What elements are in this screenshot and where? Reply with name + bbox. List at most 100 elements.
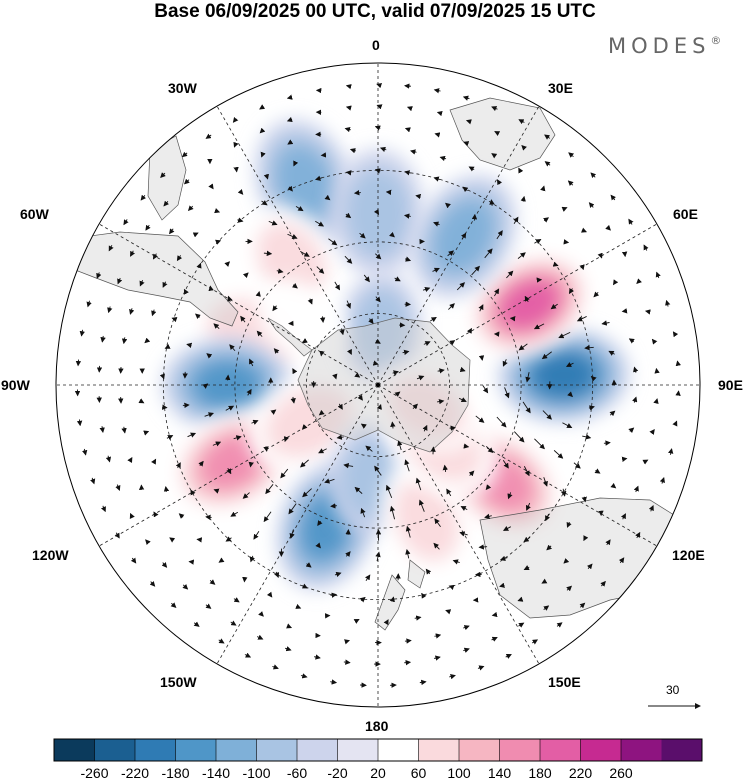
wind-vector bbox=[284, 646, 292, 652]
wind-vector bbox=[433, 88, 441, 94]
wind-vector bbox=[460, 506, 468, 511]
latitude-circle bbox=[234, 241, 522, 529]
wind-vector bbox=[603, 440, 611, 446]
wind-vector bbox=[403, 213, 411, 219]
wind-vector bbox=[100, 505, 106, 513]
lon-label-60e: 60E bbox=[673, 206, 698, 222]
wind-vector bbox=[240, 315, 246, 323]
wind-vector bbox=[242, 492, 250, 499]
wind-vector bbox=[151, 458, 157, 465]
wind-vector bbox=[449, 340, 456, 346]
wind-vector bbox=[672, 331, 679, 338]
wind-vector bbox=[224, 261, 231, 267]
wind-vector bbox=[246, 388, 252, 396]
wind-vector bbox=[489, 199, 495, 206]
wind-vector bbox=[633, 485, 639, 493]
wind-vector bbox=[494, 131, 501, 137]
colorbar-tick-label: -20 bbox=[327, 765, 348, 781]
wind-vector bbox=[233, 435, 242, 441]
wind-vector bbox=[244, 652, 252, 658]
wind-vector bbox=[449, 425, 457, 431]
colorbar-segment bbox=[256, 739, 297, 761]
wind-vector bbox=[561, 206, 568, 212]
wind-vector bbox=[404, 170, 411, 176]
wind-vector bbox=[287, 139, 294, 145]
wind-vector bbox=[461, 232, 467, 240]
wind-vector bbox=[315, 542, 321, 549]
wind-vector bbox=[665, 299, 671, 307]
wind-vector bbox=[99, 426, 105, 434]
colorbar-tick-label: 100 bbox=[447, 765, 471, 781]
wind-vector bbox=[463, 443, 470, 449]
wind-vector bbox=[376, 83, 383, 89]
wind-vector bbox=[449, 673, 456, 680]
wind-vector bbox=[499, 582, 505, 588]
wind-vector bbox=[397, 440, 403, 451]
wind-vector bbox=[283, 436, 289, 443]
wind-vector bbox=[433, 655, 441, 661]
wind-vector bbox=[375, 253, 382, 260]
wind-vector bbox=[608, 350, 615, 356]
wind-vector bbox=[628, 427, 635, 434]
wind-vector bbox=[237, 217, 244, 223]
wind-vector bbox=[324, 194, 331, 201]
wind-vector bbox=[205, 514, 212, 521]
colorbar-segment bbox=[459, 739, 500, 761]
colorbar-segment bbox=[378, 739, 419, 761]
wind-vector bbox=[365, 445, 373, 452]
wind-vector bbox=[452, 559, 460, 565]
wind-vector bbox=[422, 424, 428, 432]
wind-vector bbox=[405, 548, 411, 559]
wind-vector bbox=[183, 178, 190, 185]
wind-vector bbox=[675, 360, 681, 367]
wind-vector bbox=[434, 518, 441, 528]
wind-vector bbox=[289, 529, 295, 539]
wind-vector bbox=[215, 239, 222, 245]
wind-vector bbox=[286, 116, 293, 123]
lon-label-150e: 150E bbox=[548, 674, 581, 690]
lon-label-30e: 30E bbox=[548, 80, 573, 96]
wind-vector bbox=[493, 288, 500, 297]
colorbar-segment bbox=[418, 739, 459, 761]
wind-vector bbox=[468, 166, 475, 172]
wind-vector bbox=[354, 486, 363, 494]
wind-vector bbox=[183, 288, 189, 295]
wind-vector bbox=[347, 348, 352, 355]
colorbar-tick-label: 220 bbox=[568, 765, 593, 781]
wind-vector bbox=[123, 219, 129, 226]
wind-vector bbox=[520, 195, 526, 202]
wind-vector bbox=[462, 186, 469, 193]
wind-vector bbox=[466, 327, 472, 334]
wind-vector bbox=[79, 329, 85, 337]
wind-vector bbox=[363, 274, 370, 283]
wind-vector bbox=[553, 450, 564, 459]
wind-vector bbox=[558, 331, 571, 339]
wind-vector bbox=[502, 359, 508, 367]
wind-vector bbox=[230, 511, 239, 517]
wind-vector bbox=[484, 248, 493, 259]
wind-vector bbox=[373, 208, 380, 215]
wind-vector bbox=[145, 224, 151, 231]
wind-vector bbox=[344, 639, 351, 645]
wind-vector bbox=[533, 323, 545, 330]
wind-vector bbox=[205, 133, 212, 139]
wind-vector bbox=[552, 261, 559, 267]
wind-vector bbox=[268, 220, 278, 226]
wind-vector bbox=[171, 316, 178, 323]
wind-vector bbox=[496, 416, 507, 428]
wind-vector bbox=[389, 231, 395, 238]
wind-vector bbox=[410, 149, 417, 155]
wind-vector bbox=[344, 126, 351, 133]
wind-vector bbox=[295, 205, 304, 212]
wind-vector bbox=[463, 625, 470, 631]
wind-vector bbox=[446, 488, 452, 497]
wind-vector bbox=[390, 421, 396, 429]
wind-vector bbox=[561, 488, 567, 497]
wind-vector bbox=[613, 279, 619, 286]
wind-vector bbox=[499, 555, 508, 561]
wind-vector bbox=[345, 300, 351, 309]
wind-vector bbox=[182, 583, 189, 590]
wind-vector bbox=[477, 665, 485, 671]
wind-vector bbox=[568, 288, 575, 295]
wind-vector bbox=[415, 193, 422, 200]
